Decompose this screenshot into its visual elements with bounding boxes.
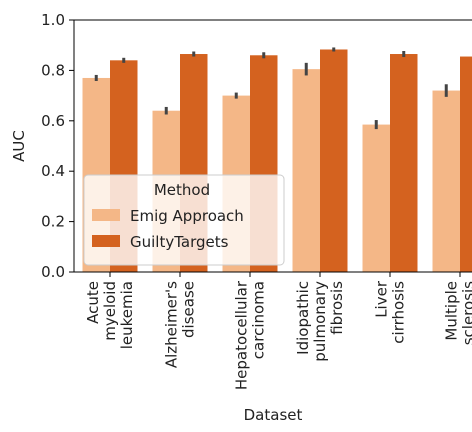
legend: Method Emig Approach GuiltyTargets: [83, 174, 285, 266]
bar: [460, 56, 472, 272]
legend-box: [83, 174, 285, 266]
x-tick-label-line: Hepatocellular: [233, 280, 251, 390]
x-tick-label: Acutemyeloidleukemia: [84, 281, 136, 349]
bar: [390, 54, 418, 272]
legend-title: Method: [154, 181, 210, 199]
x-tick-label-line: Multiple: [443, 281, 461, 341]
legend-label: GuiltyTargets: [130, 233, 229, 251]
bar: [432, 90, 460, 272]
y-tick-label: 0.2: [41, 213, 65, 231]
bar: [292, 69, 320, 272]
x-tick-label-line: Liver: [373, 280, 391, 318]
x-tick-label-line: Acute: [84, 281, 102, 324]
legend-swatch: [92, 235, 120, 247]
x-tick-label: Livercirrhosis: [373, 280, 408, 344]
x-tick-label-line: sclerosis: [460, 281, 472, 345]
x-tick-label-line: pulmonary: [311, 281, 329, 362]
x-tick-label: Multiplesclerosis: [443, 281, 472, 345]
y-axis: 0.0 0.2 0.4 0.6 0.8 1.0: [41, 11, 75, 281]
x-tick-label: Idiopathicpulmonaryfibrosis: [294, 281, 346, 362]
x-tick-label-line: leukemia: [118, 281, 136, 349]
x-tick-label-line: Alzheimer's: [163, 281, 181, 368]
y-axis-label: AUC: [10, 130, 28, 162]
y-tick-label: 1.0: [41, 11, 65, 29]
bar: [362, 124, 390, 272]
x-tick-label: Hepatocellularcarcinoma: [233, 280, 268, 390]
legend-label: Emig Approach: [130, 207, 244, 225]
y-tick-label: 0.4: [41, 162, 65, 180]
legend-swatch: [92, 209, 120, 221]
x-tick-label-line: myeloid: [101, 281, 119, 341]
x-tick-label-line: Idiopathic: [294, 281, 312, 355]
y-tick-label: 0.6: [41, 112, 65, 130]
x-tick-label: Alzheimer'sdisease: [163, 281, 198, 368]
x-axis-label: Dataset: [244, 406, 303, 424]
x-axis: Acutemyeloidleukemia Alzheimer'sdisease He…: [74, 271, 472, 390]
x-tick-label-line: cirrhosis: [390, 281, 408, 344]
x-tick-label-line: disease: [180, 281, 198, 338]
y-tick-label: 0.8: [41, 61, 65, 79]
x-tick-label-line: carcinoma: [250, 281, 268, 359]
bar: [320, 49, 348, 272]
y-tick-label: 0.0: [41, 263, 65, 281]
x-tick-label-line: fibrosis: [328, 281, 346, 335]
